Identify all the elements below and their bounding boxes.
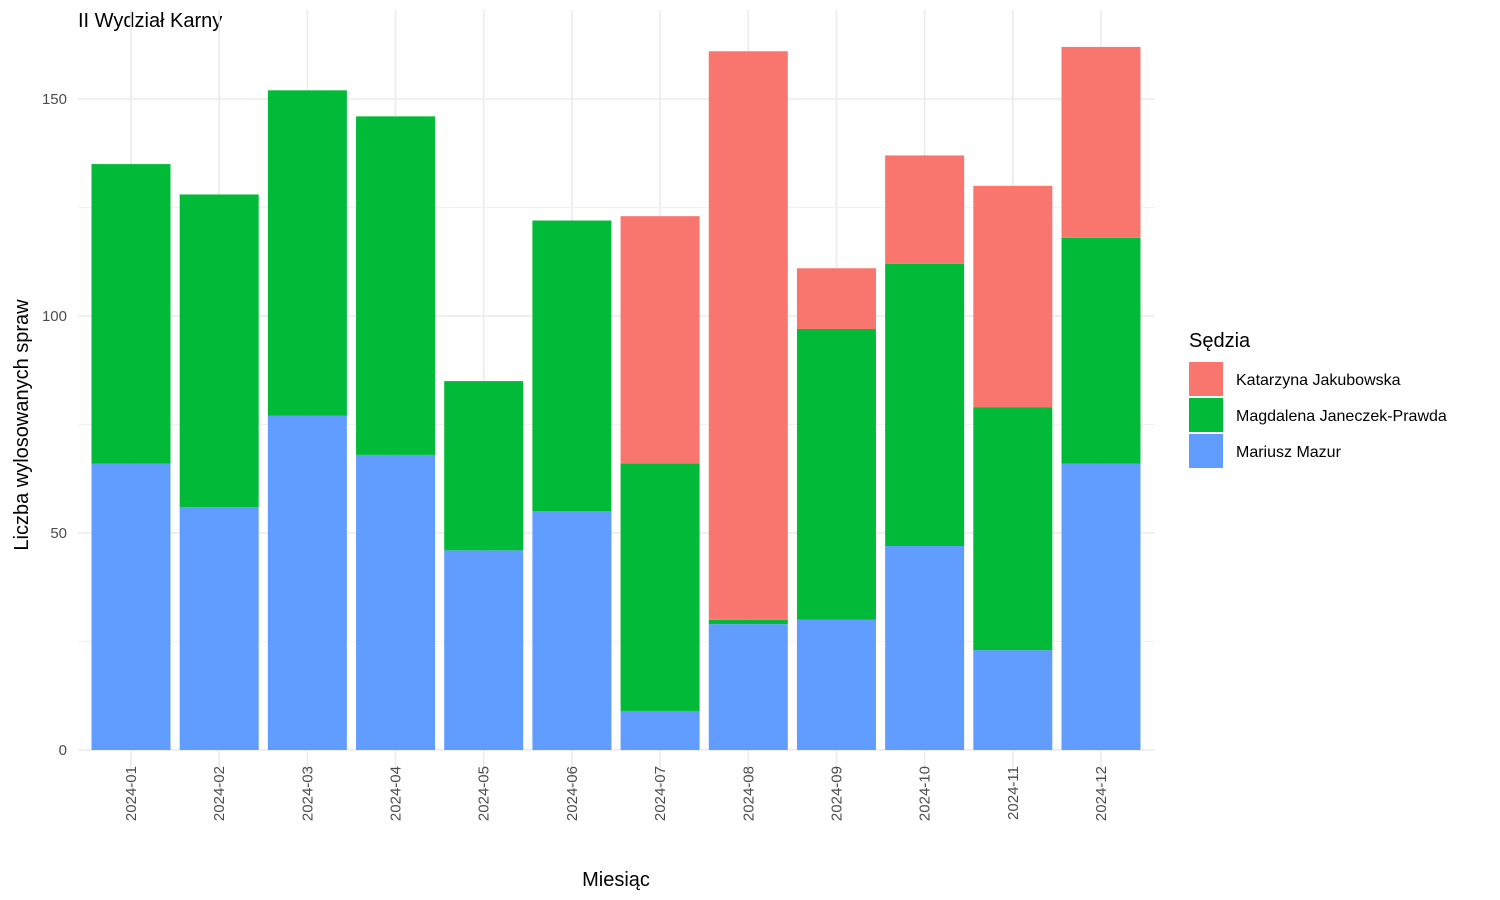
bar-segment: [267, 90, 347, 416]
bar-segment: [796, 268, 876, 330]
x-tick-label: 2024-05: [476, 766, 493, 821]
bar-segment: [620, 463, 700, 711]
bar-segment: [973, 650, 1053, 750]
x-tick-label: 2024-01: [123, 766, 140, 821]
bar-segment: [356, 454, 436, 750]
x-tick-label: 2024-09: [828, 766, 845, 821]
bar-segment: [973, 185, 1053, 408]
x-tick-label: 2024-11: [1005, 766, 1022, 820]
bar-segment: [444, 381, 524, 551]
bar-segment: [708, 619, 788, 625]
x-tick-label: 2024-10: [917, 766, 934, 821]
legend-swatch: [1189, 362, 1223, 396]
bar-segment: [532, 220, 612, 512]
bar-segment: [708, 51, 788, 620]
bar-segment: [1061, 463, 1141, 750]
y-tick-label: 150: [42, 91, 67, 108]
bar-segment: [91, 463, 171, 750]
x-axis-title: Miesiąc: [582, 869, 650, 891]
y-tick-label: 50: [50, 525, 67, 542]
bar-segment: [796, 619, 876, 750]
y-axis-ticks: 0 50 100 150: [42, 91, 67, 759]
bar-segment: [620, 710, 700, 750]
bar-segment: [444, 550, 524, 750]
bar-segment: [885, 155, 965, 264]
bar-segment: [1061, 237, 1141, 464]
bar-segment: [885, 546, 965, 750]
bar-segment: [267, 415, 347, 750]
x-tick-label: 2024-04: [388, 766, 405, 821]
x-tick-label: 2024-08: [740, 766, 757, 821]
bar-segment: [179, 506, 259, 750]
x-tick-label: 2024-02: [211, 766, 228, 821]
x-tick-label: 2024-12: [1093, 766, 1110, 821]
bar-segment: [885, 263, 965, 547]
bars: [91, 46, 1141, 750]
bar-segment: [532, 511, 612, 750]
bar-segment: [796, 329, 876, 620]
y-axis-title: Liczba wylosowanych spraw: [11, 299, 33, 551]
bar-segment: [356, 116, 436, 455]
legend-label: Katarzyna Jakubowska: [1236, 372, 1401, 389]
legend: Sędzia Katarzyna Jakubowska Magdalena Jan…: [1189, 330, 1447, 468]
bar-segment: [973, 407, 1053, 651]
legend-label: Mariusz Mazur: [1236, 444, 1342, 461]
bar-segment: [91, 164, 171, 464]
x-axis-ticks: 2024-01 2024-02 2024-03 2024-04 2024-05 2024-…: [123, 766, 1110, 821]
bar-segment: [179, 194, 259, 507]
bar-segment: [1061, 46, 1141, 238]
y-tick-label: 100: [42, 308, 67, 325]
legend-swatch: [1189, 398, 1223, 432]
bar-segment: [708, 624, 788, 750]
legend-label: Magdalena Janeczek-Prawda: [1236, 408, 1447, 425]
bar-segment: [620, 216, 700, 464]
legend-swatch: [1189, 434, 1223, 468]
y-tick-label: 0: [59, 742, 67, 759]
x-tick-label: 2024-06: [564, 766, 581, 821]
legend-title: Sędzia: [1189, 330, 1251, 352]
x-tick-label: 2024-03: [299, 766, 316, 821]
chart-title: II Wydział Karny: [78, 10, 222, 32]
x-tick-label: 2024-07: [652, 766, 669, 821]
